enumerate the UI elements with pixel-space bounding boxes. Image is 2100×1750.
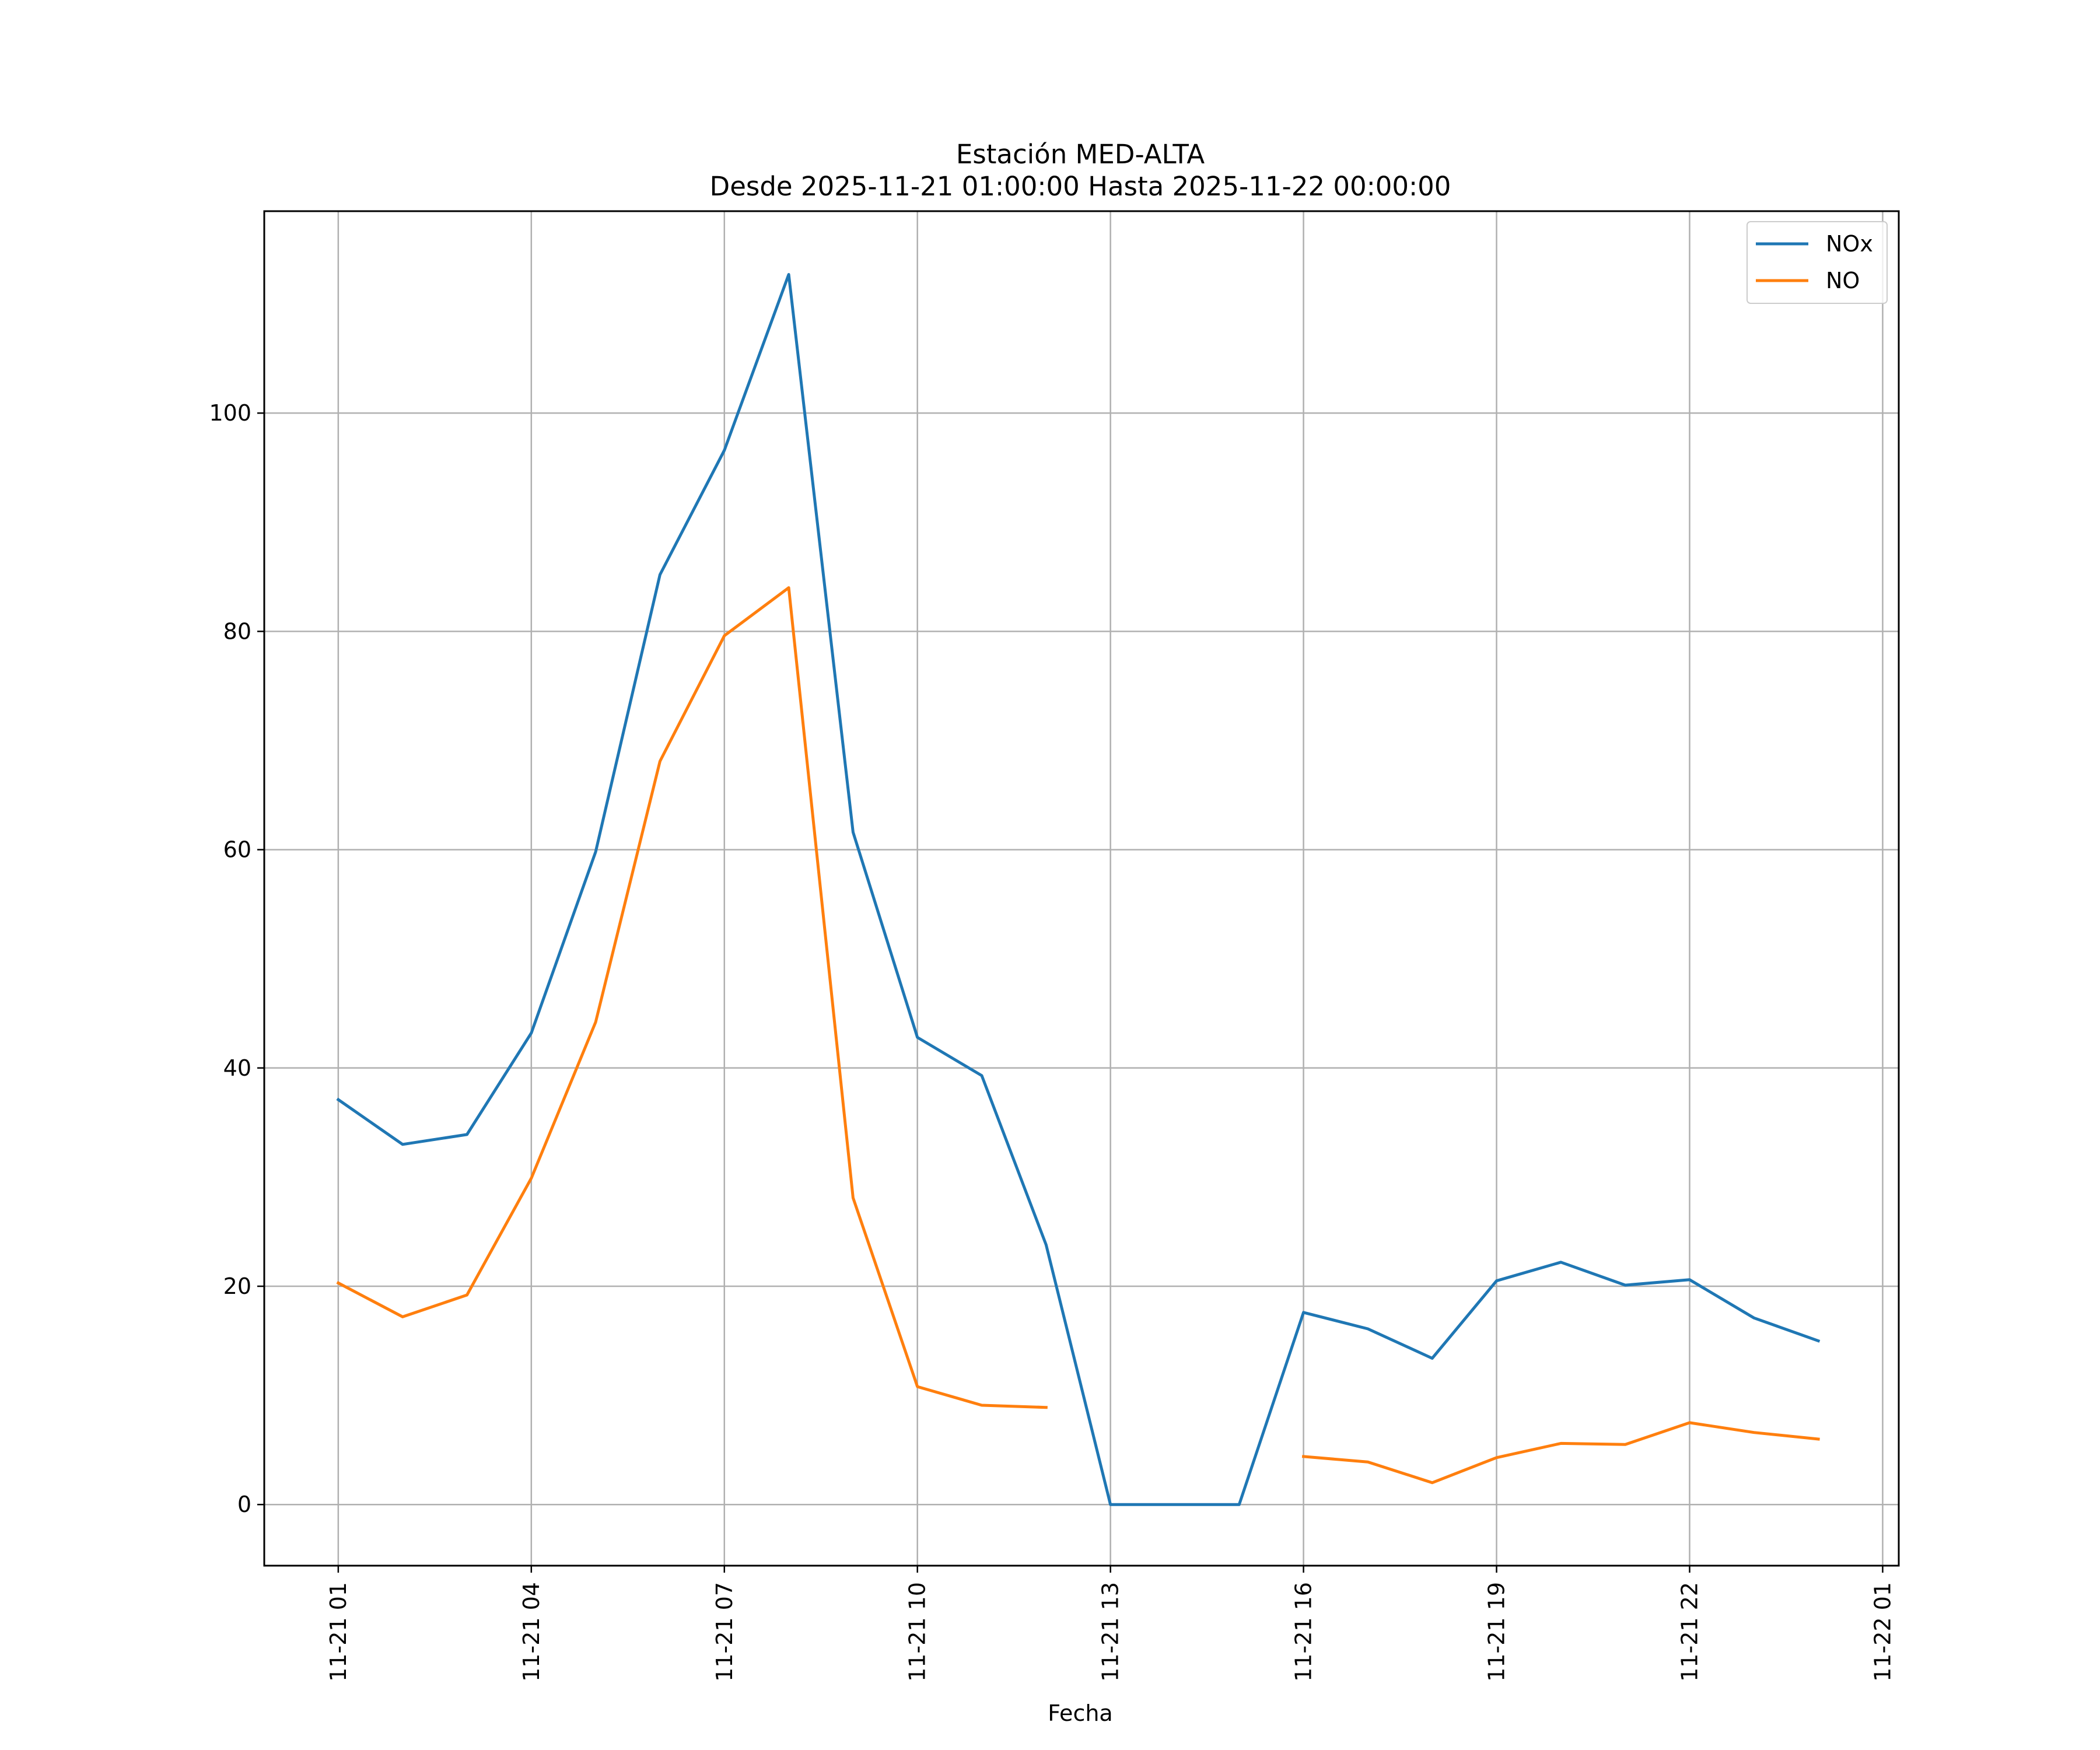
x-tick-label: 11-21 22: [1676, 1582, 1702, 1682]
y-tick-label: 100: [209, 400, 251, 426]
x-tick-label: 11-21 07: [712, 1582, 737, 1682]
series-layer: [336, 273, 1821, 1506]
x-tick-label: 11-21 16: [1291, 1582, 1317, 1682]
ticks-layer: 11-21 01 11-21 04 11-21 07 11-21 10 11-21 13…: [209, 400, 1895, 1682]
x-tick-label: 11-21 04: [519, 1582, 544, 1682]
series-line-nox: [336, 273, 1821, 1506]
y-tick-label: 20: [223, 1273, 251, 1299]
y-tick-label: 0: [237, 1492, 251, 1517]
x-tick-label: 11-22 01: [1870, 1582, 1895, 1682]
x-tick-label: 11-21 13: [1098, 1582, 1124, 1682]
plot-frame: [263, 210, 1900, 1567]
grid-layer: [264, 211, 1899, 1566]
legend-box: [1746, 221, 1888, 304]
x-tick-label: 11-21 10: [905, 1582, 930, 1682]
legend: NOx NO: [1746, 221, 1888, 304]
legend-label-no: NO: [1826, 268, 1860, 293]
y-tick-label: 40: [223, 1055, 251, 1081]
y-tick-label: 80: [223, 618, 251, 644]
x-tick-label: 11-21 01: [326, 1582, 351, 1682]
x-tick-label: 11-21 19: [1484, 1582, 1510, 1682]
series-line-no: [336, 586, 1820, 1485]
x-axis-label: Fecha: [1048, 1700, 1112, 1726]
legend-label-nox: NOx: [1826, 231, 1873, 257]
y-tick-label: 60: [223, 837, 251, 863]
chart-title: Estación MED-ALTA: [956, 139, 1205, 170]
chart-subtitle: Desde 2025-11-21 01:00:00 Hasta 2025-11-…: [710, 171, 1451, 202]
